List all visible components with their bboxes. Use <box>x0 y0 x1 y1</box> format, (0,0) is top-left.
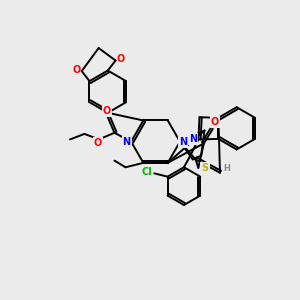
Text: N: N <box>123 137 131 147</box>
Text: N: N <box>179 137 188 147</box>
Text: O: O <box>72 65 80 75</box>
Text: N: N <box>189 134 197 144</box>
Text: O: O <box>103 106 111 116</box>
Text: Cl: Cl <box>141 167 152 177</box>
Text: O: O <box>117 54 125 64</box>
Text: O: O <box>94 138 102 148</box>
Text: H: H <box>223 164 230 173</box>
Text: S: S <box>201 163 208 173</box>
Text: O: O <box>211 117 219 127</box>
